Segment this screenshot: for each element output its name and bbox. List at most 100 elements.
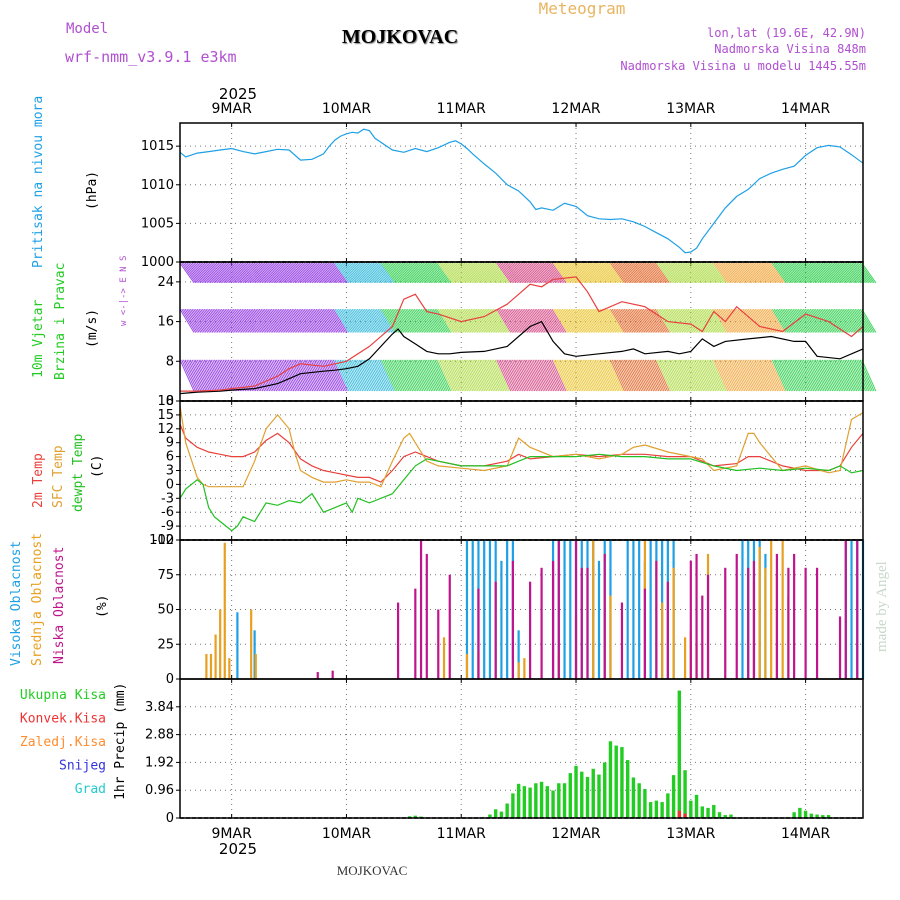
wind-barb bbox=[747, 359, 763, 392]
bar-srednja-oblacnost bbox=[214, 634, 217, 679]
wind-barb bbox=[639, 359, 655, 392]
wind-barb bbox=[537, 359, 553, 392]
wind-barb bbox=[186, 262, 202, 284]
wind-barb bbox=[331, 359, 346, 392]
wind-barb bbox=[282, 359, 298, 392]
bar-visoka-oblacnost bbox=[597, 560, 601, 679]
wind-barb bbox=[503, 359, 519, 392]
wind-barb bbox=[801, 262, 816, 284]
bar-niska-oblacnost bbox=[643, 588, 646, 679]
wind-barb bbox=[217, 308, 233, 333]
wind-barb bbox=[434, 262, 450, 284]
wind-barb bbox=[513, 262, 529, 284]
wind-barb bbox=[845, 308, 861, 333]
wind-barb bbox=[689, 262, 705, 284]
wind-barb bbox=[733, 359, 749, 392]
series-line-sfc-temp bbox=[179, 405, 864, 488]
wind-title-1: 10m Vjetar bbox=[31, 300, 46, 378]
wind-barb bbox=[575, 308, 591, 333]
x-tick-label-top: 11MAR bbox=[437, 101, 486, 117]
wind-barb bbox=[572, 359, 588, 392]
wind-barb bbox=[198, 359, 214, 392]
wind-barb bbox=[811, 262, 827, 284]
wind-barb bbox=[246, 262, 262, 284]
wind-barb bbox=[482, 308, 498, 333]
bar-ukupna-kisa bbox=[608, 741, 613, 818]
y-tick-label: 12 bbox=[157, 422, 174, 437]
wind-barb bbox=[806, 262, 822, 284]
wind-barb bbox=[790, 308, 806, 333]
wind-barb bbox=[356, 262, 372, 284]
pressure-unit: (hPa) bbox=[85, 171, 100, 210]
x-tick-label-top: 10MAR bbox=[322, 101, 371, 117]
bar-ukupna-kisa bbox=[803, 810, 808, 818]
wind-barb bbox=[610, 359, 625, 392]
bar-niska-oblacnost bbox=[620, 602, 624, 679]
wind-barb bbox=[682, 262, 698, 284]
bar-niska-oblacnost bbox=[603, 553, 606, 679]
wind-barb bbox=[782, 262, 798, 284]
wind-barb bbox=[604, 262, 620, 284]
wind-barb bbox=[251, 308, 267, 333]
wind-barb bbox=[267, 262, 283, 284]
wind-barb bbox=[861, 308, 877, 333]
wind-barb bbox=[558, 262, 574, 284]
wind-barb bbox=[315, 262, 331, 284]
wind-barb bbox=[517, 308, 532, 333]
wind-barb bbox=[246, 359, 262, 392]
wind-barb bbox=[298, 308, 314, 333]
wind-barb bbox=[396, 262, 412, 284]
wind-barb bbox=[412, 262, 427, 284]
wind-barb bbox=[768, 262, 784, 284]
wind-barb bbox=[656, 359, 672, 392]
bar-niska-oblacnost bbox=[529, 581, 532, 679]
wind-barb bbox=[518, 262, 534, 284]
wind-barb bbox=[294, 308, 310, 333]
wind-barb bbox=[673, 308, 689, 333]
wind-barb bbox=[337, 359, 353, 392]
wind-barb bbox=[844, 308, 860, 333]
bar-niska-oblacnost bbox=[724, 567, 727, 679]
wind-barb bbox=[628, 359, 644, 392]
wind-barb bbox=[263, 262, 279, 284]
wind-barb bbox=[601, 262, 617, 284]
wind-barb bbox=[794, 308, 810, 333]
wind-barb bbox=[374, 359, 390, 392]
wind-barb bbox=[182, 359, 198, 392]
wind-barb bbox=[592, 359, 608, 392]
wind-barb bbox=[623, 359, 639, 392]
bar-niska-oblacnost bbox=[815, 567, 819, 679]
wind-barb bbox=[677, 359, 693, 392]
bar-ukupna-kisa bbox=[798, 807, 802, 818]
wind-barb bbox=[687, 262, 703, 284]
wind-barb bbox=[508, 308, 524, 333]
bar-srednja-oblacnost bbox=[523, 658, 526, 679]
wind-barb bbox=[207, 262, 222, 284]
wind-barb bbox=[241, 308, 257, 333]
wind-barb bbox=[465, 308, 481, 333]
wind-barb bbox=[307, 262, 322, 284]
wind-barb bbox=[770, 359, 786, 392]
bar-visoka-oblacnost bbox=[483, 540, 486, 679]
wind-barb bbox=[682, 359, 698, 392]
wind-barb bbox=[799, 359, 815, 392]
panel-3: 0 25 50 75 100 bbox=[149, 533, 865, 687]
wind-barb bbox=[343, 308, 359, 333]
precip-legend: Ukupna Kisa Konvek.Kisa Zaledj.Kisa Snijeg G… bbox=[20, 688, 106, 797]
wind-barb bbox=[277, 308, 293, 333]
wind-barb bbox=[728, 359, 744, 392]
wind-barb bbox=[749, 359, 765, 392]
wind-barb bbox=[665, 359, 681, 392]
wind-barb bbox=[449, 359, 465, 392]
bar-visoka-oblacnost bbox=[569, 540, 572, 679]
wind-barb bbox=[451, 262, 467, 284]
y-tick-label: 1000 bbox=[141, 255, 174, 270]
wind-barb bbox=[751, 262, 767, 284]
wind-barb bbox=[584, 359, 600, 392]
bar-niska-oblacnost bbox=[557, 540, 560, 679]
bar-niska-oblacnost bbox=[804, 567, 807, 679]
wind-barb bbox=[468, 308, 484, 333]
wind-barb bbox=[708, 262, 724, 284]
wind-barb bbox=[611, 359, 627, 392]
